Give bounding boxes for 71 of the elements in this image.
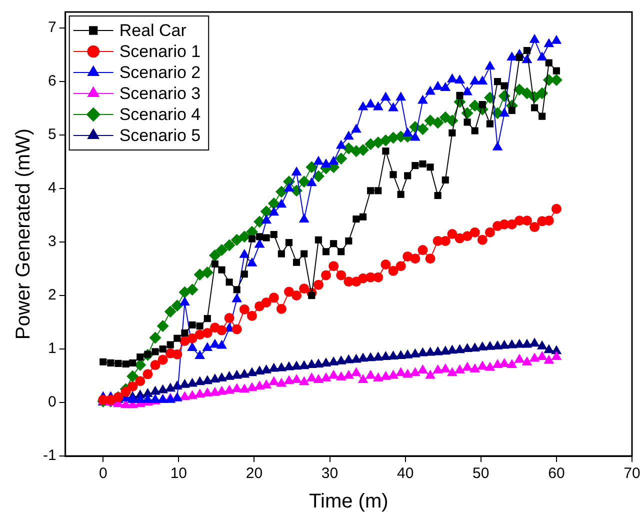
point	[276, 362, 287, 372]
x-tick-label: 20	[246, 465, 263, 482]
point	[239, 368, 250, 378]
y-tick-label: 7	[48, 19, 56, 36]
point	[544, 344, 554, 354]
legend-label: Scenario 1	[119, 42, 201, 62]
legend-label: Scenario 4	[119, 105, 201, 124]
point	[506, 339, 518, 348]
point	[328, 356, 339, 366]
point	[425, 346, 436, 356]
y-tick-label: 3	[48, 233, 56, 250]
x-tick-label: 0	[98, 465, 108, 482]
y-tick-label: 5	[48, 126, 56, 144]
point	[396, 350, 406, 359]
point	[536, 340, 548, 350]
point	[470, 342, 480, 352]
point	[477, 341, 488, 350]
y-tick-label: 2	[48, 286, 56, 304]
y-axis-title: Power Generated (mW)	[12, 128, 35, 340]
point	[499, 340, 510, 349]
point	[432, 346, 444, 356]
point	[372, 352, 384, 361]
x-tick-label: 10	[170, 465, 188, 482]
point	[529, 338, 540, 347]
point	[232, 370, 242, 379]
point	[291, 360, 302, 370]
point	[492, 340, 503, 350]
point	[522, 338, 532, 348]
point	[320, 357, 332, 366]
point	[224, 370, 234, 380]
point	[410, 348, 420, 358]
point	[284, 361, 294, 370]
point	[365, 352, 376, 362]
point	[462, 343, 472, 352]
point	[298, 360, 310, 370]
legend-label: Scenario 2	[119, 63, 201, 82]
legend-label: Scenario 3	[119, 84, 201, 104]
point	[202, 375, 213, 384]
legend-label: Real Car	[119, 21, 187, 40]
x-tick-label: 60	[548, 465, 565, 482]
point	[254, 365, 265, 374]
x-tick-label: 40	[396, 465, 414, 482]
point	[165, 382, 176, 392]
y-tick-label: -1	[42, 447, 56, 464]
point	[343, 354, 354, 364]
y-tick-label: 0	[48, 394, 56, 411]
point	[261, 364, 272, 374]
x-axis-title: Time (m)	[309, 490, 388, 513]
x-tick-label: 30	[321, 465, 338, 482]
point	[388, 350, 398, 360]
point	[358, 352, 368, 362]
point	[454, 344, 465, 354]
y-tick-label: 4	[48, 180, 56, 197]
point	[187, 378, 198, 387]
point	[484, 340, 496, 350]
point	[268, 362, 280, 372]
point	[418, 347, 428, 356]
point	[380, 351, 391, 360]
point	[150, 386, 160, 395]
point	[194, 376, 206, 386]
x-tick-label: 50	[472, 465, 490, 482]
y-tick-label: 1	[48, 340, 56, 358]
x-tick-label: 70	[624, 465, 640, 482]
point	[158, 384, 168, 394]
legend-label: Scenario 5	[119, 126, 201, 146]
point	[180, 378, 190, 388]
point	[336, 355, 346, 364]
point	[246, 367, 258, 376]
point	[210, 374, 220, 383]
point	[216, 372, 227, 382]
y-tick-label: 6	[48, 72, 56, 90]
